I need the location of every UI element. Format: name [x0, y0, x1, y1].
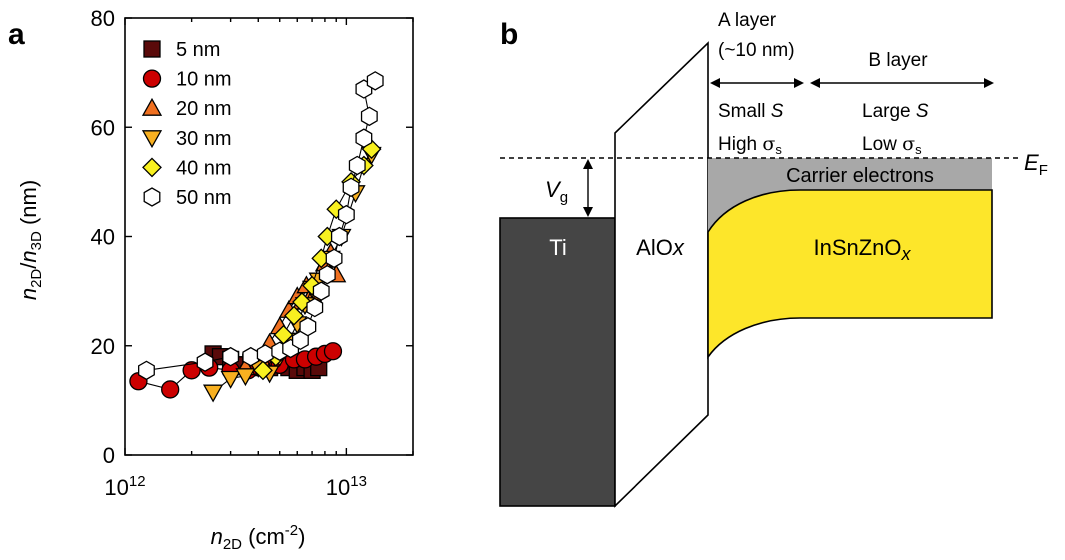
data-point	[318, 264, 336, 285]
legend-marker	[142, 157, 162, 178]
carrier-electrons-region	[708, 158, 992, 232]
fermi-level-label: EF	[1024, 150, 1048, 179]
low-sigma-label: Low σs	[862, 133, 922, 157]
data-point	[366, 71, 384, 91]
ti-label: Ti	[549, 235, 567, 260]
legend-label: 50 nm	[176, 187, 232, 209]
data-point	[235, 368, 256, 387]
data-point	[312, 281, 330, 301]
series-layer	[129, 71, 384, 403]
small-s-label: Small S	[718, 101, 784, 122]
y-tick-label: 20	[91, 334, 115, 359]
panel-b-label: b	[500, 18, 518, 51]
data-point	[325, 248, 343, 269]
data-point	[342, 177, 360, 198]
data-point	[337, 204, 355, 225]
vg-arrow-head-bottom	[583, 207, 593, 217]
b-layer-arrow-left	[810, 78, 820, 88]
data-point	[360, 106, 378, 127]
legend-label: 10 nm	[176, 69, 232, 91]
legend-marker	[143, 40, 161, 58]
high-sigma-label: High σs	[718, 133, 782, 157]
legend-marker	[143, 187, 161, 207]
a-layer-arrow-left	[710, 78, 720, 88]
a-layer-label: A layer	[718, 10, 777, 31]
band-diagram: Ti AlOx Carrier electrons InSnZnOx EF Vg…	[499, 10, 1048, 508]
data-point	[330, 226, 348, 247]
data-point	[253, 360, 273, 381]
x-axis: 1012 1013	[104, 18, 414, 500]
y-tick-label: 40	[91, 225, 115, 250]
igzo-band	[707, 189, 993, 360]
scatter-chart: 0 20 40 60 80 1012 1013 5 nm 10 nm 20 nm 30 nm 40…	[91, 6, 414, 500]
b-layer-label: B layer	[868, 50, 928, 71]
y-tick-label: 0	[103, 443, 115, 468]
x-axis-label: n2D (cm-2)	[211, 522, 306, 553]
data-point	[348, 155, 366, 176]
data-point	[256, 344, 274, 364]
a-layer-thickness: (~10 nm)	[718, 40, 795, 61]
y-tick-label: 80	[91, 6, 115, 31]
vg-label: Vg	[545, 177, 568, 206]
data-point	[220, 370, 241, 389]
data-point	[161, 380, 180, 399]
data-point	[355, 128, 373, 148]
legend-marker	[142, 69, 162, 88]
series-50-nm	[138, 71, 384, 381]
x-tick-label: 1013	[326, 473, 367, 500]
y-axis-label: n2D/n3D (nm)	[16, 180, 45, 300]
data-point	[202, 384, 224, 403]
data-point	[222, 346, 240, 367]
ti-metal-block	[499, 217, 616, 507]
y-tick-label: 60	[91, 115, 115, 140]
legend: 5 nm 10 nm 20 nm 30 nm 40 nm 50 nm	[141, 39, 232, 209]
data-point	[323, 342, 343, 361]
data-point	[299, 316, 317, 337]
legend-label: 30 nm	[176, 128, 232, 150]
vg-arrow-head-top	[583, 159, 593, 169]
legend-label: 20 nm	[176, 98, 232, 120]
b-layer-arrow-right	[984, 78, 994, 88]
series-line	[146, 80, 376, 371]
x-tick-label: 1012	[104, 473, 145, 500]
data-point	[182, 361, 201, 380]
y-axis: 0 20 40 60 80	[91, 6, 413, 468]
a-layer-arrow-right	[794, 78, 804, 88]
aloxide-label: AlOx	[636, 235, 685, 260]
data-point	[284, 305, 304, 326]
igzo-label: InSnZnOx	[813, 235, 911, 264]
data-point	[138, 360, 155, 381]
legend-label: 40 nm	[176, 157, 232, 179]
aloxide-insulator	[614, 41, 709, 508]
carrier-electrons-label: Carrier electrons	[786, 165, 934, 187]
data-point	[196, 352, 214, 372]
legend-marker	[141, 130, 163, 149]
panel-a-label: a	[8, 18, 25, 51]
legend-label: 5 nm	[176, 39, 220, 61]
legend-marker	[141, 97, 163, 116]
data-point	[306, 297, 324, 318]
data-point	[242, 346, 260, 367]
large-s-label: Large S	[862, 101, 929, 122]
